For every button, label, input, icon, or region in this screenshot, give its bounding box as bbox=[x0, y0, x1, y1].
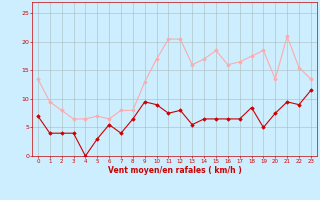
X-axis label: Vent moyen/en rafales ( km/h ): Vent moyen/en rafales ( km/h ) bbox=[108, 166, 241, 175]
